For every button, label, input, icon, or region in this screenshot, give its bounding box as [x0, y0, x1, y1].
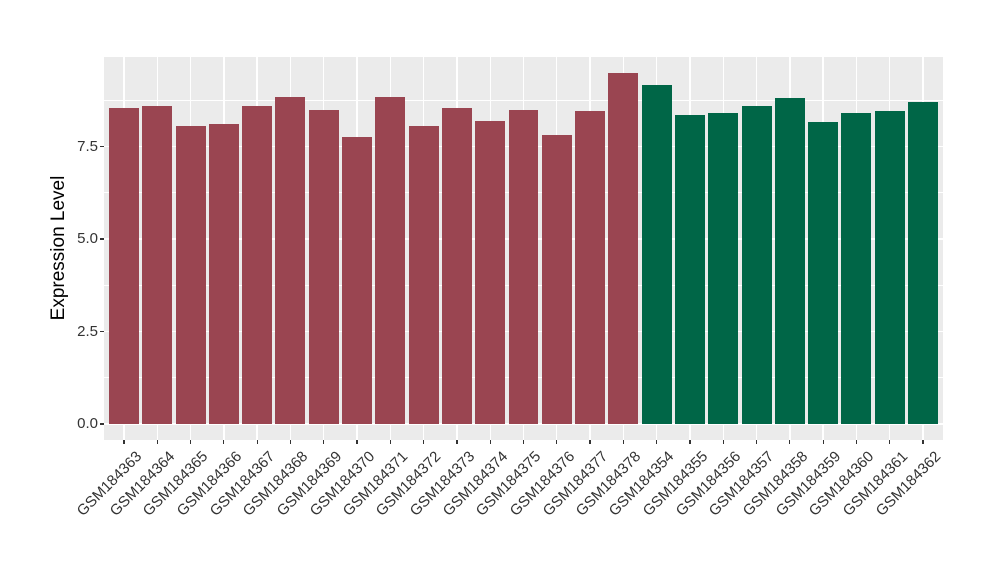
x-tick-mark: [189, 440, 192, 444]
bar-GSM184370: [342, 137, 372, 424]
x-tick-mark: [656, 440, 658, 444]
x-tick-mark: [256, 440, 258, 444]
x-tick-mark: [156, 440, 158, 444]
x-tick-mark: [589, 440, 591, 444]
x-tick-mark: [289, 440, 292, 444]
bar-GSM184359: [808, 122, 839, 424]
y-tick-label: 2.5: [77, 322, 98, 340]
bar-GSM184354: [641, 85, 672, 424]
plot-panel: [104, 57, 943, 440]
y-tick-mark: [100, 238, 104, 240]
x-tick-mark: [822, 440, 824, 444]
x-tick-mark: [922, 440, 924, 444]
x-tick-mark: [755, 440, 758, 444]
bar-GSM184357: [741, 105, 772, 424]
bar-GSM184356: [708, 113, 739, 424]
bar-GSM184377: [575, 111, 606, 424]
bar-GSM184374: [475, 120, 506, 424]
x-tick-mark: [489, 440, 491, 444]
x-tick-mark: [622, 440, 624, 444]
bar-GSM184371: [375, 96, 406, 424]
bar-GSM184363: [108, 107, 139, 424]
x-tick-mark: [556, 440, 558, 444]
x-tick-mark: [389, 440, 391, 444]
bar-GSM184366: [208, 124, 239, 424]
bar-GSM184376: [541, 135, 572, 424]
y-tick-label: 0.0: [77, 415, 98, 432]
y-tick-mark: [100, 330, 104, 333]
bar-GSM184355: [674, 115, 705, 424]
y-axis-title: Expression Level: [48, 175, 69, 321]
bar-GSM184367: [242, 105, 273, 424]
x-tick-mark: [522, 440, 525, 444]
bar-GSM184364: [142, 105, 173, 424]
bar-GSM184368: [275, 96, 306, 424]
x-tick-mark: [855, 440, 858, 444]
y-tick-label: 7.5: [77, 137, 98, 155]
x-tick-mark: [722, 440, 724, 444]
y-tick-label: 5.0: [77, 230, 98, 248]
x-tick-mark: [789, 440, 791, 444]
bar-GSM184378: [608, 72, 639, 424]
x-tick-mark: [456, 440, 458, 444]
bar-GSM184369: [308, 109, 339, 424]
x-tick-mark: [689, 440, 691, 444]
bar-GSM184358: [774, 98, 805, 424]
bar-GSM184360: [841, 113, 872, 424]
bar-GSM184375: [508, 109, 539, 424]
y-tick-mark: [100, 145, 104, 148]
x-tick-mark: [323, 440, 325, 444]
x-tick-mark: [223, 440, 225, 444]
bar-GSM184373: [441, 107, 472, 424]
x-tick-mark: [423, 440, 425, 444]
y-tick-mark: [100, 423, 104, 425]
bar-GSM184365: [175, 126, 206, 424]
bar-GSM184362: [908, 102, 938, 424]
x-tick-mark: [356, 440, 358, 444]
bar-GSM184372: [408, 126, 439, 424]
bar-GSM184361: [874, 111, 905, 424]
x-tick-mark: [123, 440, 125, 444]
x-tick-mark: [889, 440, 891, 444]
